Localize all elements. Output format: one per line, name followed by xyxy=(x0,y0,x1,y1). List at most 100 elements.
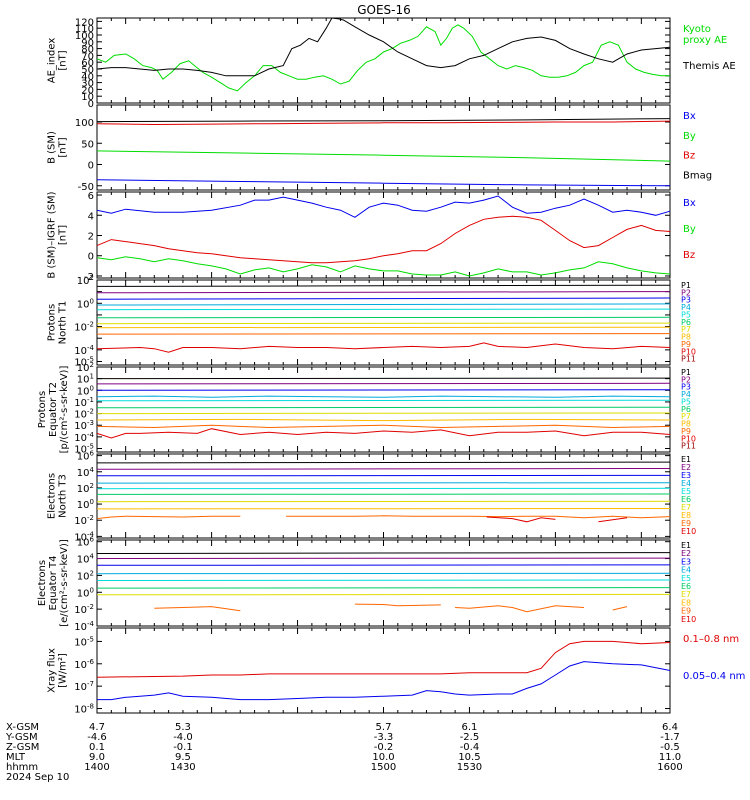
ylabel-line: B (SM) xyxy=(47,131,58,164)
series-bx xyxy=(96,195,671,218)
ytick-label: 0 xyxy=(88,161,94,172)
series-p6 xyxy=(96,316,671,319)
series-0-1-0-8-nm xyxy=(96,640,671,678)
legend-item: P11 xyxy=(681,355,696,364)
legend-item: P3 xyxy=(681,383,691,392)
series-themis-ae xyxy=(96,17,671,77)
series-e9b xyxy=(286,515,671,519)
legend-item: P1 xyxy=(681,281,691,290)
ytick-label: 30 xyxy=(81,79,94,90)
ylabel-line: [p/(cm²-s-sr-keV)] xyxy=(59,366,70,454)
ytick-label: 0 xyxy=(88,99,94,110)
series-p9 xyxy=(96,424,671,429)
ytick-label: 10-7 xyxy=(74,680,94,693)
legend-item: P6 xyxy=(681,405,691,414)
ytick-label: 101 xyxy=(77,373,94,386)
xaxis-value: 1500 xyxy=(371,762,396,773)
xaxis-value: 1400 xyxy=(84,762,109,773)
series-p8 xyxy=(96,418,671,422)
ytick-label: 90 xyxy=(81,38,94,49)
legend-item: P2 xyxy=(681,375,691,384)
ytick-label: 104 xyxy=(77,466,95,479)
legend-item: P5 xyxy=(681,310,691,319)
ytick-label: 120 xyxy=(75,17,94,28)
ytick-label: 10-2 xyxy=(74,514,94,527)
panel-p-north: Protons North T110-510-410-2100102P1P2P3P… xyxy=(47,274,697,369)
ytick-label: 2 xyxy=(88,232,94,243)
xaxis-value: 5.7 xyxy=(376,722,392,733)
xaxis-value: 5.3 xyxy=(175,722,191,733)
legend-item: E10 xyxy=(681,527,696,536)
legend-item: E5 xyxy=(681,574,691,583)
xaxis-row-label: MLT xyxy=(6,752,26,763)
legend-item: By xyxy=(683,131,696,142)
ylabel-line: Equator T2 xyxy=(48,382,59,437)
panel-bigrf: B (SM)–IGRF (SM) [nT] -2 0 2 4 6 Bx By Bz xyxy=(47,191,696,283)
xaxis-value: -3.3 xyxy=(374,732,394,743)
legend-item: E7 xyxy=(681,503,691,512)
ylabel-line: Protons xyxy=(47,304,58,341)
xaxis-value: 9.5 xyxy=(175,752,191,763)
series-p5 xyxy=(96,308,671,311)
legend-item: E4 xyxy=(681,479,691,488)
series-e10b xyxy=(598,517,628,523)
ytick-label: 10-2 xyxy=(74,603,94,616)
legend-item: P8 xyxy=(681,333,691,342)
ytick-label: 100 xyxy=(75,31,94,42)
xaxis-value: 10.0 xyxy=(372,752,394,763)
legend-item: P7 xyxy=(681,412,691,421)
series-by xyxy=(96,256,671,277)
legend-item: Bmag xyxy=(683,170,712,181)
legend-item: E3 xyxy=(681,471,691,480)
ylabel-line: Xray flux xyxy=(47,648,58,693)
ytick-label: 0 xyxy=(88,252,94,263)
ytick-label: 10-5 xyxy=(74,635,94,648)
series-p9 xyxy=(96,333,671,335)
series-e2 xyxy=(96,468,671,470)
legend-item: Bx xyxy=(683,198,696,209)
ytick-label: 6 xyxy=(88,191,94,202)
ylabel-line: [W/m²] xyxy=(58,653,69,688)
legend-item: P10 xyxy=(681,434,696,443)
series-p5 xyxy=(96,399,671,402)
xaxis-value: 10.5 xyxy=(458,752,480,763)
series-bmag xyxy=(96,118,671,123)
ytick-label: 100 xyxy=(77,498,94,511)
ytick-label: 10-2 xyxy=(74,321,94,334)
ytick-label: 10-8 xyxy=(74,703,94,716)
xaxis-value: 1430 xyxy=(170,762,195,773)
legend-item: P8 xyxy=(681,420,691,429)
series-p4 xyxy=(96,395,671,398)
ytick-label: 100 xyxy=(77,384,94,397)
series-0-05-0-4-nm xyxy=(97,661,671,701)
series-p3 xyxy=(96,297,671,300)
panel-xray: Xray flux [W/m²] 10-8 10-7 10-6 10-5 0.1–0.8 n… xyxy=(47,627,745,716)
panel-bsm: B (SM) [nT] -50 0 50 100 Bx By Bz Bmag xyxy=(47,104,712,193)
ytick-label: 106 xyxy=(77,450,95,463)
ytick-label: 10-2 xyxy=(74,408,94,421)
ytick-label: 102 xyxy=(77,482,94,495)
legend-item: E9 xyxy=(681,519,691,528)
ytick-label: 10-3 xyxy=(74,419,94,432)
plot-title: GOES-16 xyxy=(357,3,411,17)
panel-ae: AE_index [nT] 0102030405060708090100110120… xyxy=(47,17,736,110)
series-p8 xyxy=(96,326,671,329)
ylabel-line: [nT] xyxy=(58,50,69,70)
series-p6 xyxy=(96,406,671,409)
legend-item: Kyoto xyxy=(683,24,711,35)
series-e9b xyxy=(354,603,441,607)
xaxis-value: 4.7 xyxy=(89,722,105,733)
ytick-label: -2 xyxy=(84,272,94,283)
legend-item: Bz xyxy=(683,250,695,261)
legend-item: E7 xyxy=(681,590,691,599)
series-bz xyxy=(96,120,671,126)
ylabel-line: North T1 xyxy=(58,301,69,345)
legend-item: E6 xyxy=(681,495,691,504)
legend-item: 0.05–0.4 nm xyxy=(683,671,745,682)
legend-item: P9 xyxy=(681,427,691,436)
series-p1 xyxy=(96,284,671,287)
legend-item: P7 xyxy=(681,325,691,334)
xaxis-value: -4.0 xyxy=(173,732,193,743)
panel-frame xyxy=(96,17,671,104)
